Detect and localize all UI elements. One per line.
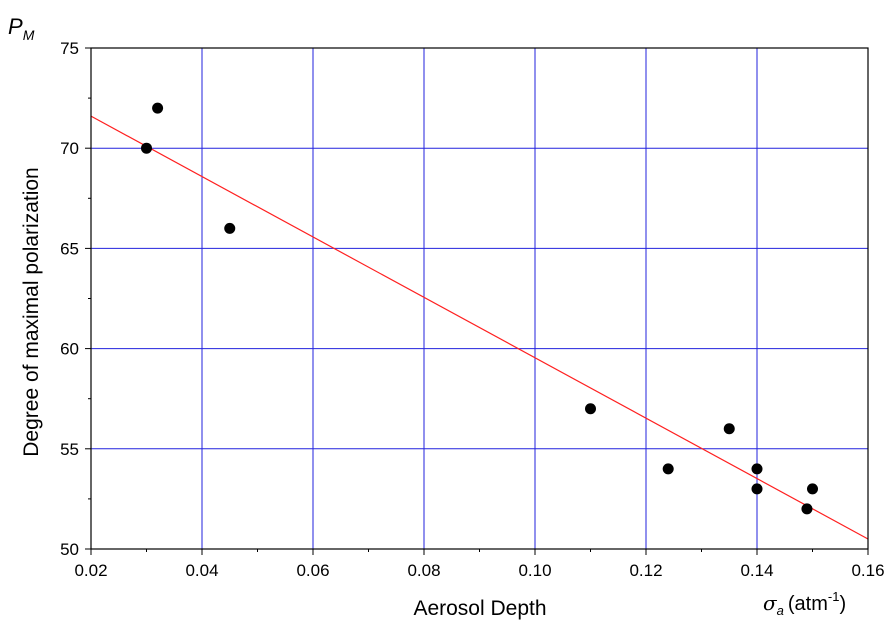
data-point bbox=[723, 423, 735, 435]
x-unit-text: (atm bbox=[788, 593, 828, 615]
y-tick-label: 75 bbox=[60, 39, 79, 58]
x-tick-label: 0.14 bbox=[740, 561, 773, 580]
y-tick-label: 50 bbox=[60, 540, 79, 559]
y-symbol-main: P bbox=[8, 14, 23, 39]
y-tick-label: 55 bbox=[60, 440, 79, 459]
y-tick-labels: 50 55 60 65 70 75 bbox=[60, 39, 79, 559]
fit-line bbox=[90, 115, 869, 540]
y-symbol-label: PM bbox=[8, 14, 35, 43]
data-point bbox=[585, 403, 596, 415]
data-point bbox=[662, 463, 674, 475]
data-point bbox=[751, 463, 763, 475]
x-unit-symbol: σ bbox=[763, 591, 778, 615]
x-unit-label: σa (atm-1) bbox=[763, 589, 846, 618]
y-tick-label: 65 bbox=[60, 239, 79, 258]
data-point bbox=[152, 102, 164, 114]
y-tick-label: 60 bbox=[60, 340, 79, 359]
data-point bbox=[224, 222, 236, 234]
data-point bbox=[751, 483, 763, 495]
data-point bbox=[801, 503, 813, 515]
x-unit-sub: a bbox=[777, 603, 784, 618]
x-axis-title: Aerosol Depth bbox=[413, 597, 546, 620]
x-tick-label: 0.02 bbox=[74, 561, 107, 580]
x-unit-close: ) bbox=[839, 593, 846, 615]
grid-lines bbox=[91, 48, 868, 549]
x-tick-label: 0.12 bbox=[629, 561, 662, 580]
y-tick-label: 70 bbox=[60, 139, 79, 158]
plot-background bbox=[91, 48, 868, 549]
data-point bbox=[141, 142, 152, 154]
fit-line-group bbox=[90, 115, 869, 540]
axis-ticks bbox=[85, 47, 869, 555]
x-tick-label: 0.04 bbox=[185, 561, 218, 580]
x-tick-label: 0.10 bbox=[518, 561, 551, 580]
x-tick-label: 0.16 bbox=[851, 561, 884, 580]
data-point bbox=[807, 483, 818, 495]
x-tick-labels: 0.02 0.04 0.06 0.08 0.10 0.12 0.14 0.16 bbox=[74, 561, 884, 580]
y-symbol-sub: M bbox=[23, 27, 35, 43]
x-unit-sup: -1 bbox=[828, 589, 840, 604]
x-tick-label: 0.08 bbox=[407, 561, 440, 580]
y-axis-title: Degree of maximal polarization bbox=[20, 167, 43, 456]
data-points bbox=[141, 102, 818, 515]
x-tick-label: 0.06 bbox=[296, 561, 329, 580]
